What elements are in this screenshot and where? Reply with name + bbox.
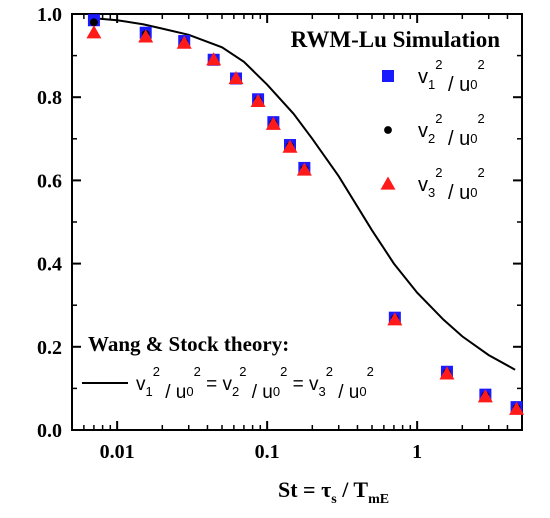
theory-equation-part: 2 [232,384,239,399]
x-axis-title-part: St = τ [278,477,331,502]
x-tick-label: 0.1 [255,441,280,463]
theory-equation-part: v [136,374,146,395]
y-tick-label: 0.0 [37,420,62,442]
theory-legend-equation: v12 / u02 = v22 / u02 = v32 / u02 [136,364,374,403]
theory-legend-title: Wang & Stock theory: [88,332,289,356]
text-layer: RWM-Lu Simulation [291,27,501,52]
legend-text-part: v [418,174,428,196]
data-point-series-3 [509,401,525,415]
data-point-series-3 [265,116,281,130]
legend-text-part: 2 [478,57,485,72]
data-point-series-3 [228,70,244,85]
data-points-layer [86,14,525,415]
theory-equation-part: 2 [280,364,287,379]
legend-text-part: v [418,120,428,142]
data-point-series-3 [206,52,222,66]
theory-equation-part: 3 [319,384,326,399]
y-tick-label: 0.8 [37,87,62,109]
legend-marker-series-3 [380,176,396,190]
legend-text-part: / u [442,128,470,150]
legend-text-part: / u [442,74,470,96]
theory-equation-part: 0 [359,384,366,399]
legend-label-series-1: v12 / u02 [418,57,485,96]
x-axis-title-part: mE [368,492,389,507]
legend-text-part: 0 [470,185,477,200]
data-point-series-3 [477,389,493,403]
legend-text-part: 2 [435,165,442,180]
legend-marker-series-2 [384,126,392,134]
theory-equation-part: / u [160,382,186,403]
legend-text-part: 2 [435,57,442,72]
x-tick-label: 0.01 [100,441,135,463]
legend-label-series-3: v32 / u02 [418,165,485,204]
data-point-series-3 [282,139,298,153]
theory-equation-part: = v [201,374,233,395]
y-tick-label: 0.6 [37,170,62,192]
data-point-series-3 [250,93,266,107]
data-point-series-2 [90,18,98,27]
legend-text-part: 0 [470,131,477,146]
theory-equation-part: 2 [239,364,246,379]
theory-equation-part: 0 [273,384,280,399]
chart-title: RWM-Lu Simulation [291,27,501,52]
legend-text-part: / u [442,182,470,204]
data-point-series-3 [387,312,403,326]
x-axis-title-part: s [331,492,337,507]
x-tick-label: 1 [412,441,422,463]
theory-curve-layer [93,17,516,371]
legend-text-part: 1 [428,77,435,92]
y-tick-label: 0.2 [37,337,62,359]
data-point-series-3 [439,366,455,380]
x-axis-title: St = τs / TmE [278,477,389,507]
theory-equation-part: 2 [194,364,201,379]
theory-equation-part: / u [246,382,272,403]
data-point-series-3 [176,35,192,49]
theory-curve [93,17,516,371]
data-point-series-3 [296,162,312,176]
x-axis-title-part: / T [337,477,369,502]
y-tick-label: 1.0 [37,4,62,26]
axes: 0.0 0.2 0.4 0.6 0.8 1.0 0.01 0.1 1 [37,4,523,463]
legend-text-part: 2 [428,131,435,146]
legend-text-part: v [418,66,428,88]
data-point-series-3 [138,29,154,43]
theory-equation-part: 1 [146,384,153,399]
theory-equation-part: / u [333,382,359,403]
legend-text-part: 2 [478,111,485,126]
legend-text-part: 0 [470,77,477,92]
theory-legend: Wang & Stock theory:v12 / u02 = v22 / u0… [82,332,374,403]
legend-text-part: 3 [428,185,435,200]
theory-equation-part: 0 [186,384,193,399]
data-point-series-3 [86,25,102,39]
legend-marker-series-1 [382,70,394,82]
legend-text-part: 2 [435,111,442,126]
theory-equation-part: 2 [326,364,333,379]
legend-text-part: 2 [478,165,485,180]
theory-equation-part: 2 [153,364,160,379]
legend-label-series-2: v22 / u02 [418,111,485,150]
theory-equation-part: 2 [367,364,374,379]
theory-equation-part: = v [287,374,319,395]
x-axis-label: St = τs / TmE [278,477,389,507]
y-tick-label: 0.4 [37,254,62,276]
